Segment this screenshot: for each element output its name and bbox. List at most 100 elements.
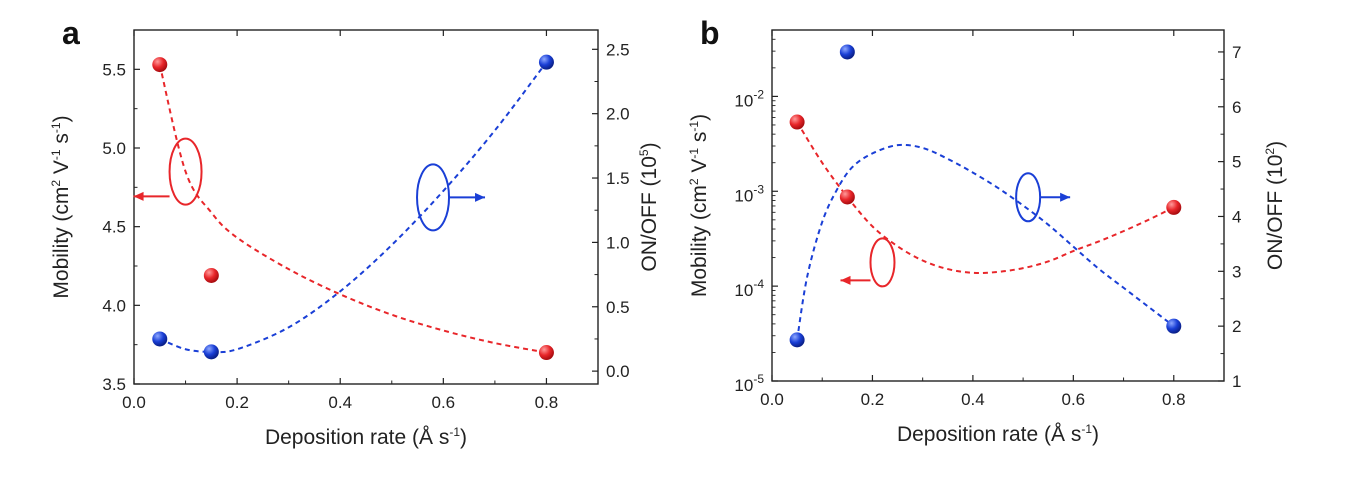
onoff-fit-curve: [159, 61, 548, 354]
left-tick-label: 10-5: [734, 372, 764, 395]
mobility-data-point: [538, 345, 554, 361]
annotation-arrow-head: [133, 191, 144, 201]
plot-frame: [771, 29, 1225, 382]
left-axis-label-superscript: -1: [49, 149, 63, 160]
x-axis-label: Deposition rate (Å s-1): [265, 425, 467, 449]
x-tick-label: 0.6: [1062, 390, 1086, 409]
left-tick-label: 4.0: [102, 296, 126, 315]
right-axis-label-part: ): [638, 142, 661, 149]
left-axis-label-part: ): [50, 115, 73, 122]
x-tick-label: 0.2: [225, 393, 249, 412]
annotation-ellipse: [869, 237, 896, 288]
onoff-data-point: [538, 54, 554, 70]
x-axis-label-part: ): [1092, 423, 1099, 446]
left-tick-base: 10: [734, 186, 753, 205]
x-axis-label-superscript: -1: [449, 425, 460, 439]
right-tick-label: 2: [1232, 317, 1241, 336]
left-tick-base: 10: [734, 281, 753, 300]
onoff-data-point: [789, 332, 805, 348]
x-axis-label-superscript: -1: [1081, 422, 1092, 436]
x-tick-label: 0.8: [535, 393, 559, 412]
right-tick-label: 1.0: [606, 233, 630, 252]
right-tick-label: 4: [1232, 207, 1241, 226]
panel-b: 0.0 0.2 0.4 0.6 0.810-510-410-310-21234567De…: [687, 15, 1287, 446]
panel-a: 0.0 0.2 0.4 0.6 0.8 3.5 4.0 4.5 5.0 5.5 0.0 0.5 1.0 1…: [49, 15, 661, 449]
right-axis-label: ON/OFF (105): [637, 142, 661, 271]
right-axis-label-superscript: 2: [1263, 148, 1277, 155]
right-tick-label: 0.0: [606, 362, 630, 381]
onoff-data-point: [152, 331, 168, 347]
right-tick-label: 1: [1232, 372, 1241, 391]
x-tick-label: 0.4: [328, 393, 352, 412]
x-tick-label: 0.0: [760, 390, 784, 409]
onoff-data-point: [203, 344, 219, 360]
x-tick-label: 0.4: [961, 390, 985, 409]
right-tick-label: 5: [1232, 153, 1241, 172]
right-tick-label: 2.0: [606, 105, 630, 124]
right-tick-label: 0.5: [606, 298, 630, 317]
annotation-arrow-head: [475, 192, 486, 202]
left-tick-label: 10-3: [734, 182, 764, 205]
right-axis-label: ON/OFF (102): [1263, 141, 1287, 270]
left-axis-label-part: V: [688, 159, 711, 179]
panel-letter: b: [700, 15, 720, 51]
left-axis-label-superscript: -1: [687, 121, 701, 132]
left-tick-label: 5.5: [102, 60, 126, 79]
plot-frame: [133, 29, 599, 385]
left-tick-exponent: -2: [753, 87, 764, 101]
x-tick-label: 0.6: [432, 393, 456, 412]
left-axis-label-superscript: -1: [687, 148, 701, 159]
right-tick-label: 3: [1232, 262, 1241, 281]
panel-letter: a: [62, 15, 80, 51]
mobility-data-point: [789, 114, 805, 130]
annotation-arrow-head: [1060, 192, 1071, 202]
annotation-ellipse: [1015, 172, 1042, 223]
left-tick-label: 10-2: [734, 87, 764, 110]
annotation-arrow-head: [840, 275, 851, 285]
left-axis-label-superscript: 2: [49, 180, 63, 187]
left-tick-label: 4.5: [102, 218, 126, 237]
mobility-data-point: [152, 57, 168, 73]
mobility-data-point: [203, 267, 219, 283]
annotation-ellipse: [416, 163, 451, 232]
mobility-fit-curve: [796, 121, 1175, 275]
onoff-fit-curve: [796, 143, 1175, 341]
right-tick-label: 7: [1232, 43, 1241, 62]
left-tick-exponent: -4: [753, 277, 764, 291]
onoff-data-point: [839, 44, 855, 60]
x-tick-label: 0.8: [1162, 390, 1186, 409]
left-tick-exponent: -3: [753, 182, 764, 196]
mobility-data-point: [1166, 199, 1182, 215]
x-axis-label-part: Deposition rate (Å s: [265, 426, 449, 449]
x-axis-label-part: Deposition rate (Å s: [897, 423, 1081, 446]
right-tick-label: 1.5: [606, 169, 630, 188]
x-axis-label: Deposition rate (Å s-1): [897, 422, 1099, 446]
mobility-fit-curve: [158, 64, 547, 354]
left-tick-label: 5.0: [102, 139, 126, 158]
right-tick-label: 6: [1232, 98, 1241, 117]
left-axis-label-part: ): [688, 114, 711, 121]
left-axis-label-part: s: [50, 133, 73, 149]
left-axis-label-part: s: [688, 132, 711, 148]
left-axis-label-part: Mobility (cm: [688, 185, 711, 297]
left-tick-exponent: -5: [753, 372, 764, 386]
annotation-ellipse: [168, 137, 203, 206]
left-axis-label: Mobility (cm2 V-1 s-1): [49, 115, 73, 298]
left-tick-base: 10: [734, 376, 753, 395]
left-axis-label: Mobility (cm2 V-1 s-1): [687, 114, 711, 297]
right-axis-label-part: ON/OFF (10: [1264, 155, 1287, 271]
left-axis-label-part: Mobility (cm: [50, 187, 73, 299]
left-axis-label-part: V: [50, 160, 73, 180]
left-axis-label-superscript: 2: [687, 178, 701, 185]
mobility-data-point: [839, 189, 855, 205]
left-tick-base: 10: [734, 91, 753, 110]
right-tick-label: 2.5: [606, 40, 630, 59]
left-axis-label-superscript: -1: [49, 122, 63, 133]
x-axis-label-part: ): [460, 426, 467, 449]
onoff-data-point: [1166, 318, 1182, 334]
left-tick-label: 10-4: [734, 277, 764, 300]
right-axis-label-superscript: 5: [637, 149, 651, 156]
x-tick-label: 0.2: [861, 390, 885, 409]
x-tick-label: 0.0: [122, 393, 146, 412]
left-tick-label: 3.5: [102, 375, 126, 394]
